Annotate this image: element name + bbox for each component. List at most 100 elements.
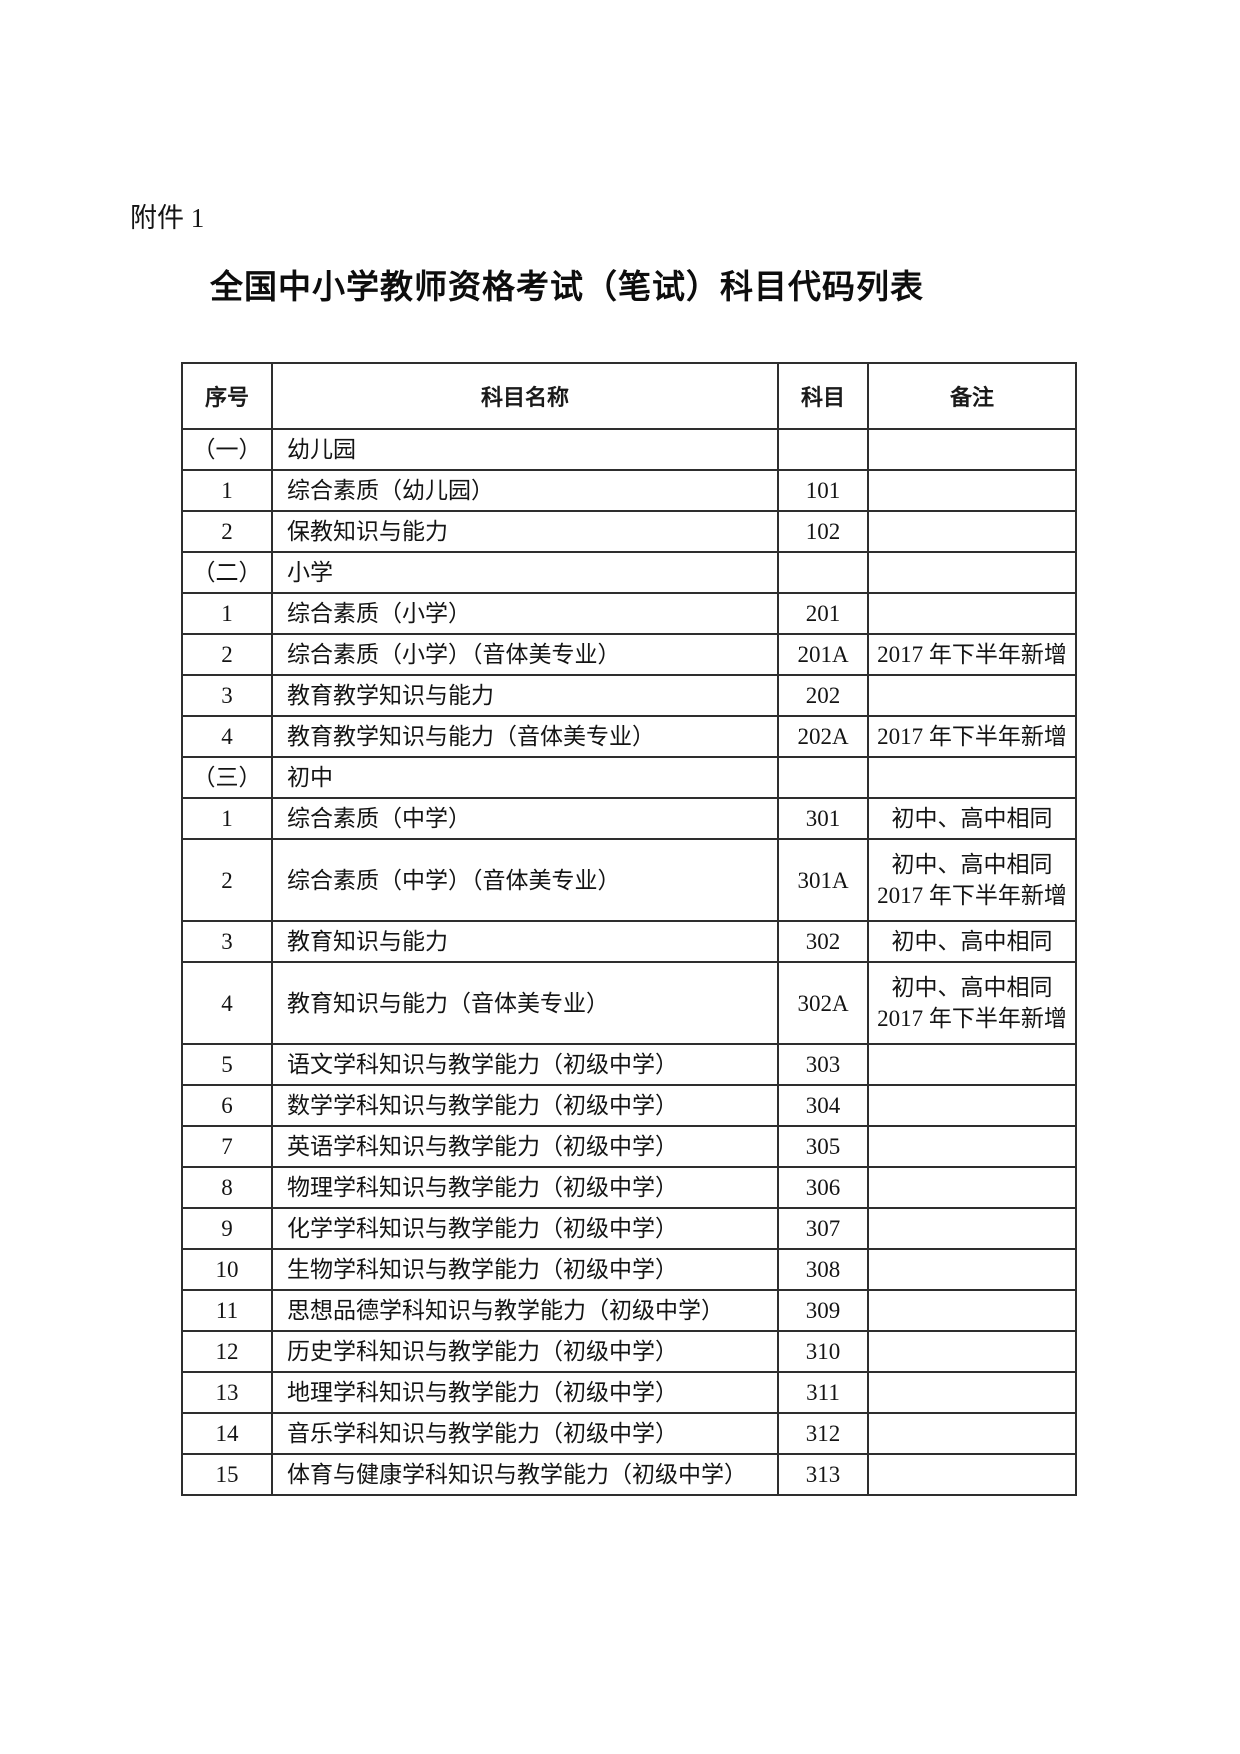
subject-name-cell: 物理学科知识与教学能力（初级中学） bbox=[271, 1166, 779, 1209]
table-row: 4 教育知识与能力（音体美专业） 302A 初中、高中相同 2017 年下半年新… bbox=[181, 961, 1077, 1045]
subject-name-cell: 体育与健康学科知识与教学能力（初级中学） bbox=[271, 1453, 779, 1496]
table-row: 8 物理学科知识与教学能力（初级中学） 306 bbox=[181, 1166, 1077, 1209]
subject-code-cell: 311 bbox=[777, 1371, 869, 1414]
remark-cell: 初中、高中相同 bbox=[867, 797, 1077, 840]
header-cell-serial: 序号 bbox=[181, 362, 273, 430]
subject-code-cell bbox=[777, 428, 869, 471]
subject-code-cell: 102 bbox=[777, 510, 869, 553]
header-cell-remark: 备注 bbox=[867, 362, 1077, 430]
subject-code-cell bbox=[777, 551, 869, 594]
subject-name-cell: 综合素质（小学）（音体美专业） bbox=[271, 633, 779, 676]
row-serial-cell: 14 bbox=[181, 1412, 273, 1455]
subject-code-cell: 301 bbox=[777, 797, 869, 840]
row-serial-cell: 5 bbox=[181, 1043, 273, 1086]
table-row: 3 教育知识与能力 302 初中、高中相同 bbox=[181, 920, 1077, 963]
row-serial-cell: 13 bbox=[181, 1371, 273, 1414]
header-cell-subject-name: 科目名称 bbox=[271, 362, 779, 430]
subject-name-cell: 历史学科知识与教学能力（初级中学） bbox=[271, 1330, 779, 1373]
remark-cell bbox=[867, 428, 1077, 471]
subject-code-table: 序号 科目名称 科目 备注 （一） 幼儿园 1 综合素质（幼儿园） 101 2 … bbox=[181, 362, 1077, 1496]
remark-cell bbox=[867, 1166, 1077, 1209]
row-serial-cell: 4 bbox=[181, 961, 273, 1045]
remark-cell bbox=[867, 592, 1077, 635]
row-serial-cell: （一） bbox=[181, 428, 273, 471]
subject-code-cell: 312 bbox=[777, 1412, 869, 1455]
row-serial-cell: 10 bbox=[181, 1248, 273, 1291]
subject-name-cell: 生物学科知识与教学能力（初级中学） bbox=[271, 1248, 779, 1291]
subject-name-cell: 保教知识与能力 bbox=[271, 510, 779, 553]
remark-cell bbox=[867, 510, 1077, 553]
remark-cell bbox=[867, 1412, 1077, 1455]
remark-cell bbox=[867, 1207, 1077, 1250]
remark-cell: 初中、高中相同 bbox=[867, 920, 1077, 963]
table-row: 1 综合素质（小学） 201 bbox=[181, 592, 1077, 635]
subject-name-cell: 教育教学知识与能力（音体美专业） bbox=[271, 715, 779, 758]
row-serial-cell: 2 bbox=[181, 633, 273, 676]
remark-cell bbox=[867, 1125, 1077, 1168]
remark-cell bbox=[867, 551, 1077, 594]
subject-name-cell: 小学 bbox=[271, 551, 779, 594]
subject-code-cell: 310 bbox=[777, 1330, 869, 1373]
table-row: 9 化学学科知识与教学能力（初级中学） 307 bbox=[181, 1207, 1077, 1250]
subject-code-cell: 302 bbox=[777, 920, 869, 963]
row-serial-cell: （二） bbox=[181, 551, 273, 594]
row-serial-cell: 4 bbox=[181, 715, 273, 758]
row-serial-cell: 7 bbox=[181, 1125, 273, 1168]
table-row: 3 教育教学知识与能力 202 bbox=[181, 674, 1077, 717]
remark-cell: 2017 年下半年新增 bbox=[867, 633, 1077, 676]
remark-cell: 初中、高中相同 2017 年下半年新增 bbox=[867, 961, 1077, 1045]
row-serial-cell: 3 bbox=[181, 674, 273, 717]
subject-code-cell: 307 bbox=[777, 1207, 869, 1250]
row-serial-cell: 1 bbox=[181, 469, 273, 512]
table-row: 6 数学学科知识与教学能力（初级中学） 304 bbox=[181, 1084, 1077, 1127]
subject-name-cell: 综合素质（小学） bbox=[271, 592, 779, 635]
remark-cell bbox=[867, 1453, 1077, 1496]
subject-name-cell: 地理学科知识与教学能力（初级中学） bbox=[271, 1371, 779, 1414]
subject-name-cell: 教育教学知识与能力 bbox=[271, 674, 779, 717]
subject-name-cell: 语文学科知识与教学能力（初级中学） bbox=[271, 1043, 779, 1086]
subject-code-cell: 304 bbox=[777, 1084, 869, 1127]
subject-code-cell: 308 bbox=[777, 1248, 869, 1291]
remark-cell bbox=[867, 469, 1077, 512]
table-row: 1 综合素质（中学） 301 初中、高中相同 bbox=[181, 797, 1077, 840]
table-header: 序号 科目名称 科目 备注 bbox=[181, 362, 1077, 430]
remark-cell bbox=[867, 1248, 1077, 1291]
subject-name-cell: 化学学科知识与教学能力（初级中学） bbox=[271, 1207, 779, 1250]
remark-cell bbox=[867, 1043, 1077, 1086]
subject-name-cell: 综合素质（幼儿园） bbox=[271, 469, 779, 512]
table-row: 2 综合素质（中学）（音体美专业） 301A 初中、高中相同 2017 年下半年… bbox=[181, 838, 1077, 922]
remark-cell: 初中、高中相同 2017 年下半年新增 bbox=[867, 838, 1077, 922]
table-row: 1 综合素质（幼儿园） 101 bbox=[181, 469, 1077, 512]
remark-cell bbox=[867, 674, 1077, 717]
row-serial-cell: 15 bbox=[181, 1453, 273, 1496]
page-title: 全国中小学教师资格考试（笔试）科目代码列表 bbox=[210, 270, 924, 306]
subject-name-cell: 音乐学科知识与教学能力（初级中学） bbox=[271, 1412, 779, 1455]
subject-name-cell: 英语学科知识与教学能力（初级中学） bbox=[271, 1125, 779, 1168]
row-serial-cell: 6 bbox=[181, 1084, 273, 1127]
table-row: 2 保教知识与能力 102 bbox=[181, 510, 1077, 553]
remark-cell bbox=[867, 756, 1077, 799]
table-row: 10 生物学科知识与教学能力（初级中学） 308 bbox=[181, 1248, 1077, 1291]
subject-name-cell: 思想品德学科知识与教学能力（初级中学） bbox=[271, 1289, 779, 1332]
row-serial-cell: 11 bbox=[181, 1289, 273, 1332]
subject-code-cell: 303 bbox=[777, 1043, 869, 1086]
subject-code-cell: 202A bbox=[777, 715, 869, 758]
subject-code-cell bbox=[777, 756, 869, 799]
subject-code-cell: 306 bbox=[777, 1166, 869, 1209]
subject-name-cell: 教育知识与能力 bbox=[271, 920, 779, 963]
subject-name-cell: 幼儿园 bbox=[271, 428, 779, 471]
remark-cell bbox=[867, 1330, 1077, 1373]
table-row: 2 综合素质（小学）（音体美专业） 201A 2017 年下半年新增 bbox=[181, 633, 1077, 676]
row-serial-cell: 3 bbox=[181, 920, 273, 963]
header-cell-subject-code: 科目 bbox=[777, 362, 869, 430]
row-serial-cell: 8 bbox=[181, 1166, 273, 1209]
subject-code-cell: 313 bbox=[777, 1453, 869, 1496]
remark-cell bbox=[867, 1371, 1077, 1414]
row-serial-cell: 1 bbox=[181, 592, 273, 635]
attachment-label: 附件 1 bbox=[130, 203, 205, 233]
table-body: （一） 幼儿园 1 综合素质（幼儿园） 101 2 保教知识与能力 102 （二… bbox=[181, 428, 1077, 1496]
subject-code-cell: 302A bbox=[777, 961, 869, 1045]
subject-code-cell: 301A bbox=[777, 838, 869, 922]
table-row: 4 教育教学知识与能力（音体美专业） 202A 2017 年下半年新增 bbox=[181, 715, 1077, 758]
subject-code-cell: 202 bbox=[777, 674, 869, 717]
